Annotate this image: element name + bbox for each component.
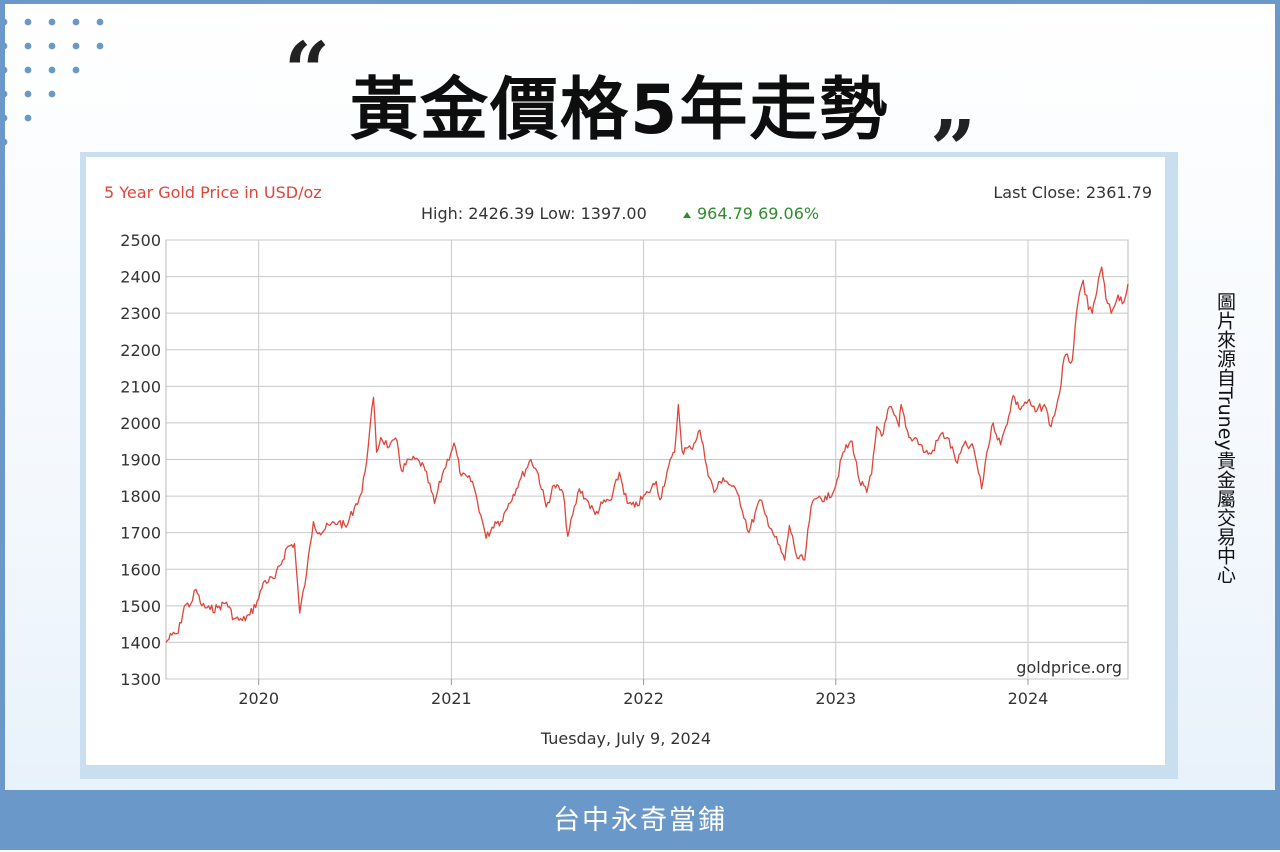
chart-title: 5 Year Gold Price in USD/oz xyxy=(104,183,322,202)
frame-border-right xyxy=(1275,0,1280,790)
decor-dot xyxy=(0,66,8,74)
page-title: 黃金價格5年走勢 xyxy=(350,71,890,150)
series-layer xyxy=(165,266,1129,643)
decor-dot xyxy=(24,66,32,74)
y-tick-label: 1300 xyxy=(120,670,161,689)
decor-dot xyxy=(24,90,32,98)
decor-dot xyxy=(96,42,104,50)
decor-dot xyxy=(48,66,56,74)
date-label: Tuesday, July 9, 2024 xyxy=(540,729,711,748)
high-low-label: High: 2426.39 Low: 1397.00 xyxy=(421,204,647,223)
decor-dot xyxy=(72,66,80,74)
dot-pattern-decoration xyxy=(0,18,104,146)
x-tick-label: 2020 xyxy=(238,689,279,708)
x-tick-label: 2021 xyxy=(431,689,472,708)
decor-dot xyxy=(72,18,80,26)
y-tick-label: 2400 xyxy=(120,268,161,287)
axes: 1300 1400 1500 1600 1700 1800 1900 2000 2100 2200… xyxy=(120,231,1048,708)
decor-dot xyxy=(24,114,32,122)
decor-dot xyxy=(0,138,8,146)
y-tick-label: 2300 xyxy=(120,304,161,323)
decor-dot xyxy=(48,18,56,26)
decor-dot xyxy=(72,42,80,50)
frame-border-top xyxy=(0,0,1280,4)
image-source-credit: 圖片來源自Truney貴金屬交易中心 xyxy=(1214,292,1236,584)
decor-dot xyxy=(24,18,32,26)
x-tick-label: 2022 xyxy=(623,689,664,708)
headline: “ 黃金價格5年走勢 ” xyxy=(284,24,976,196)
decor-dot xyxy=(24,42,32,50)
watermark-label: goldprice.org xyxy=(1016,658,1122,677)
y-tick-label: 1500 xyxy=(120,597,161,616)
y-tick-label: 2200 xyxy=(120,341,161,360)
decor-dot xyxy=(0,18,8,26)
quote-open-mark: “ xyxy=(284,24,331,118)
x-tick-label: 2024 xyxy=(1008,689,1049,708)
chart-panel: 5 Year Gold Price in USD/oz Last Close: … xyxy=(86,157,1165,765)
y-tick-label: 1700 xyxy=(120,524,161,543)
decor-dot xyxy=(96,18,104,26)
decor-dot xyxy=(48,42,56,50)
y-tick-label: 1800 xyxy=(120,487,161,506)
grid xyxy=(165,239,1129,680)
decor-dot xyxy=(0,42,8,50)
last-close-label: Last Close: 2361.79 xyxy=(993,183,1152,202)
y-tick-label: 2000 xyxy=(120,414,161,433)
chart-card: 5 Year Gold Price in USD/oz Last Close: … xyxy=(80,152,1178,779)
frame-border-left xyxy=(0,0,5,790)
up-triangle-icon xyxy=(683,212,691,218)
y-tick-label: 1600 xyxy=(120,560,161,579)
decor-dot xyxy=(0,90,8,98)
y-tick-label: 1900 xyxy=(120,451,161,470)
footer-bar: 台中永奇當鋪 xyxy=(0,790,1280,850)
decor-dot xyxy=(48,90,56,98)
y-tick-label: 2500 xyxy=(120,231,161,250)
decor-dot xyxy=(0,114,8,122)
y-tick-label: 1400 xyxy=(120,633,161,652)
gold-price-chart: 5 Year Gold Price in USD/oz Last Close: … xyxy=(104,183,1152,748)
change-label: 964.79 69.06% xyxy=(697,204,819,223)
y-tick-label: 2100 xyxy=(120,377,161,396)
x-tick-label: 2023 xyxy=(815,689,856,708)
footer-brand: 台中永奇當鋪 xyxy=(553,805,727,836)
gold-price-line xyxy=(165,266,1129,643)
